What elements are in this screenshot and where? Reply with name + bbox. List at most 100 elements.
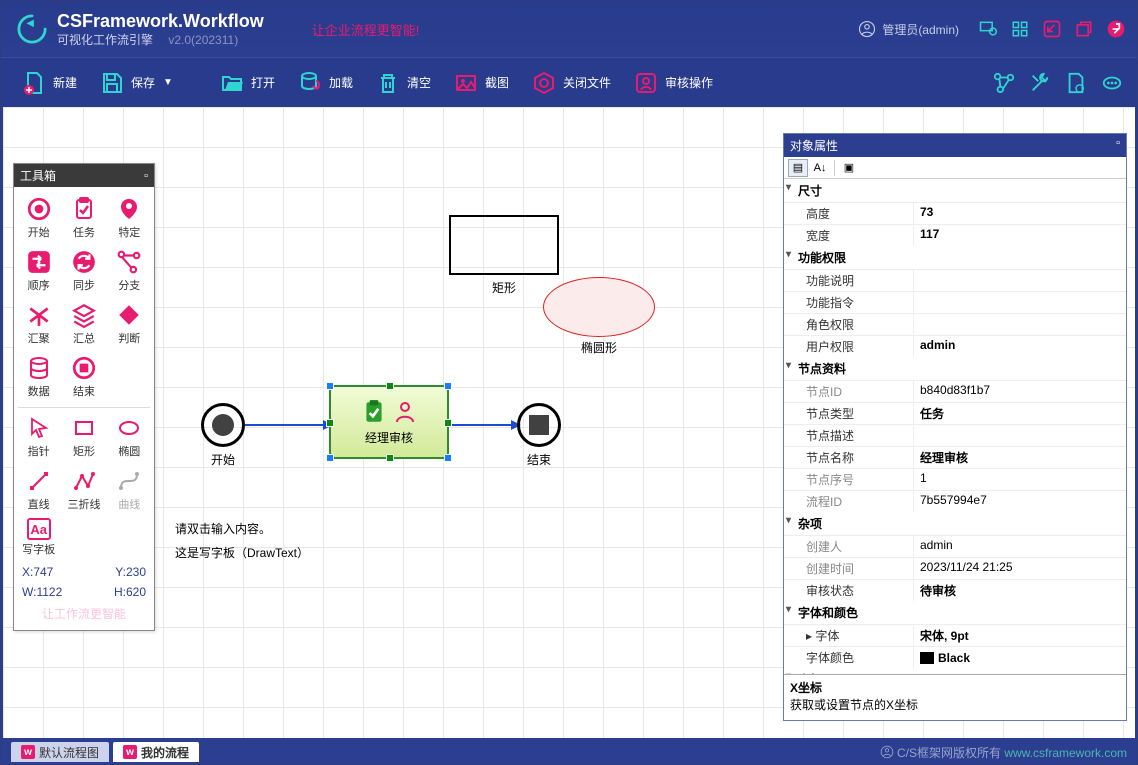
alphabetical-view-icon[interactable]: A↓ (810, 159, 830, 177)
rectangle-shape[interactable] (449, 215, 559, 275)
tool-pin-person[interactable]: 特定 (107, 193, 152, 244)
tool-arrows-seq[interactable]: 顺序 (16, 246, 61, 297)
tool-line[interactable]: 直线 (16, 465, 61, 516)
stamp-user-icon (633, 70, 659, 96)
property-row[interactable]: 节点名称经理审核 (784, 446, 1126, 468)
main-toolbar: 新建 保存 ▼ 打开 加载 清空 截图 关闭文件 审核操 (1, 57, 1137, 107)
tool-circle-square[interactable]: 结束 (61, 352, 106, 403)
person-icon (393, 399, 417, 425)
property-category[interactable]: 杂项 (784, 512, 1126, 535)
property-row[interactable]: 功能说明 (784, 269, 1126, 291)
property-row[interactable]: 宽度117 (784, 224, 1126, 246)
tool-pointer[interactable]: 指针 (16, 412, 61, 463)
panel-pin-icon[interactable]: ▫ (1116, 137, 1120, 154)
property-category[interactable]: 功能权限 (784, 246, 1126, 269)
close-file-button[interactable]: 关闭文件 (523, 66, 619, 100)
layers-icon (70, 301, 98, 329)
property-row[interactable]: 流程ID7b557994e7 (784, 490, 1126, 512)
minimize-icon[interactable] (1041, 18, 1063, 40)
ellipse-shape[interactable] (543, 277, 655, 337)
property-category[interactable]: 字体和颜色 (784, 601, 1126, 624)
tool-diamond[interactable]: 判断 (107, 299, 152, 350)
toolbox-coords: X:747Y:230 (16, 561, 152, 581)
property-row[interactable]: 功能指令 (784, 291, 1126, 313)
tool-rect[interactable]: 矩形 (61, 412, 106, 463)
tool-clipboard-check[interactable]: 任务 (61, 193, 106, 244)
arrows-seq-icon (25, 248, 53, 276)
property-category[interactable]: 坐标 (784, 668, 1126, 674)
property-row[interactable]: 节点描述 (784, 424, 1126, 446)
property-row[interactable]: ▸ 字体宋体, 9pt (784, 624, 1126, 646)
app-version: v2.0(202311) (168, 33, 238, 47)
property-row[interactable]: 审核状态待审核 (784, 579, 1126, 601)
maximize-icon[interactable] (1073, 18, 1095, 40)
toolbox-header[interactable]: 工具箱 ▫ (14, 164, 154, 187)
tool-textboard[interactable]: Aa 写字板 (16, 516, 61, 561)
load-button[interactable]: 加载 (289, 66, 361, 100)
property-row[interactable]: 字体颜色 Black (784, 646, 1126, 668)
property-row[interactable]: 高度73 (784, 202, 1126, 224)
tool-polyline[interactable]: 三折线 (61, 465, 106, 516)
screenshot-button[interactable]: 截图 (445, 66, 517, 100)
wrench-settings-icon[interactable] (1027, 70, 1053, 96)
screen-settings-icon[interactable] (977, 18, 999, 40)
grid-apps-icon[interactable] (1009, 18, 1031, 40)
tool-database[interactable]: 数据 (16, 352, 61, 403)
copyright-link[interactable]: www.csframework.com (1004, 746, 1127, 760)
task-node[interactable]: 经理审核 (329, 385, 449, 459)
image-icon (453, 70, 479, 96)
property-row[interactable]: 节点序号1 (784, 468, 1126, 490)
property-row[interactable]: 用户权限admin (784, 335, 1126, 357)
app-subtitle: 可视化工作流引擎 (57, 33, 153, 47)
clear-button[interactable]: 清空 (367, 66, 439, 100)
property-row[interactable]: 节点类型任务 (784, 402, 1126, 424)
ellipse-label: 椭圆形 (543, 339, 655, 356)
property-pages-icon[interactable]: ▣ (839, 159, 859, 177)
open-label: 打开 (251, 74, 275, 91)
chip-icon[interactable] (1099, 70, 1125, 96)
tool-branch[interactable]: 分支 (107, 246, 152, 297)
save-button[interactable]: 保存 ▼ (91, 66, 181, 100)
property-category[interactable]: 节点资料 (784, 357, 1126, 380)
toolbox-pin-icon[interactable]: ▫ (144, 170, 148, 182)
drawtext-block[interactable]: 请双击输入内容。 这是写字板（DrawText） (175, 517, 309, 565)
property-row[interactable]: 节点IDb840d83f1b7 (784, 380, 1126, 402)
tab-my-flow[interactable]: w 我的流程 (113, 742, 199, 762)
tab-default-flow[interactable]: w 默认流程图 (11, 742, 109, 762)
app-title: CSFramework.Workflow (57, 11, 264, 33)
start-node[interactable] (201, 403, 245, 447)
tool-sync[interactable]: 同步 (61, 246, 106, 297)
file-gear-icon[interactable] (1063, 70, 1089, 96)
tool-ellipse[interactable]: 椭圆 (107, 412, 152, 463)
toolbox-dims: W:1122H:620 (16, 581, 152, 601)
nodes-tool-icon[interactable] (991, 70, 1017, 96)
property-row[interactable]: 角色权限 (784, 313, 1126, 335)
end-node[interactable] (517, 403, 561, 447)
pin-person-icon (115, 195, 143, 223)
categorized-view-icon[interactable]: ▤ (788, 159, 808, 177)
property-row[interactable]: 创建人admin (784, 535, 1126, 557)
new-button[interactable]: 新建 (13, 66, 85, 100)
audit-button[interactable]: 审核操作 (625, 66, 721, 100)
database-icon (25, 354, 53, 382)
line-icon (25, 467, 53, 495)
arrow-task-end[interactable] (449, 424, 517, 426)
user-badge[interactable]: 管理员(admin) (858, 20, 959, 38)
diamond-icon (115, 301, 143, 329)
database-load-icon (297, 70, 323, 96)
tool-circle-dot[interactable]: 开始 (16, 193, 61, 244)
property-header[interactable]: 对象属性 ▫ (784, 134, 1126, 157)
property-row[interactable]: 创建时间2023/11/24 21:25 (784, 557, 1126, 579)
close-icon[interactable] (1105, 18, 1127, 40)
workflow-tab-icon: w (21, 745, 35, 759)
property-grid[interactable]: 尺寸高度73宽度117功能权限功能说明功能指令角色权限用户权限admin节点资料… (784, 179, 1126, 674)
property-panel: 对象属性 ▫ ▤ A↓ ▣ 尺寸高度73宽度117功能权限功能说明功能指令角色权… (783, 133, 1127, 721)
open-button[interactable]: 打开 (211, 66, 283, 100)
tool-curve: 曲线 (107, 465, 152, 516)
tool-layers[interactable]: 汇总 (61, 299, 106, 350)
property-category[interactable]: 尺寸 (784, 179, 1126, 202)
load-label: 加载 (329, 74, 353, 91)
arrow-start-task[interactable] (245, 424, 329, 426)
tool-merge[interactable]: 汇聚 (16, 299, 61, 350)
person-small-icon (880, 745, 894, 759)
